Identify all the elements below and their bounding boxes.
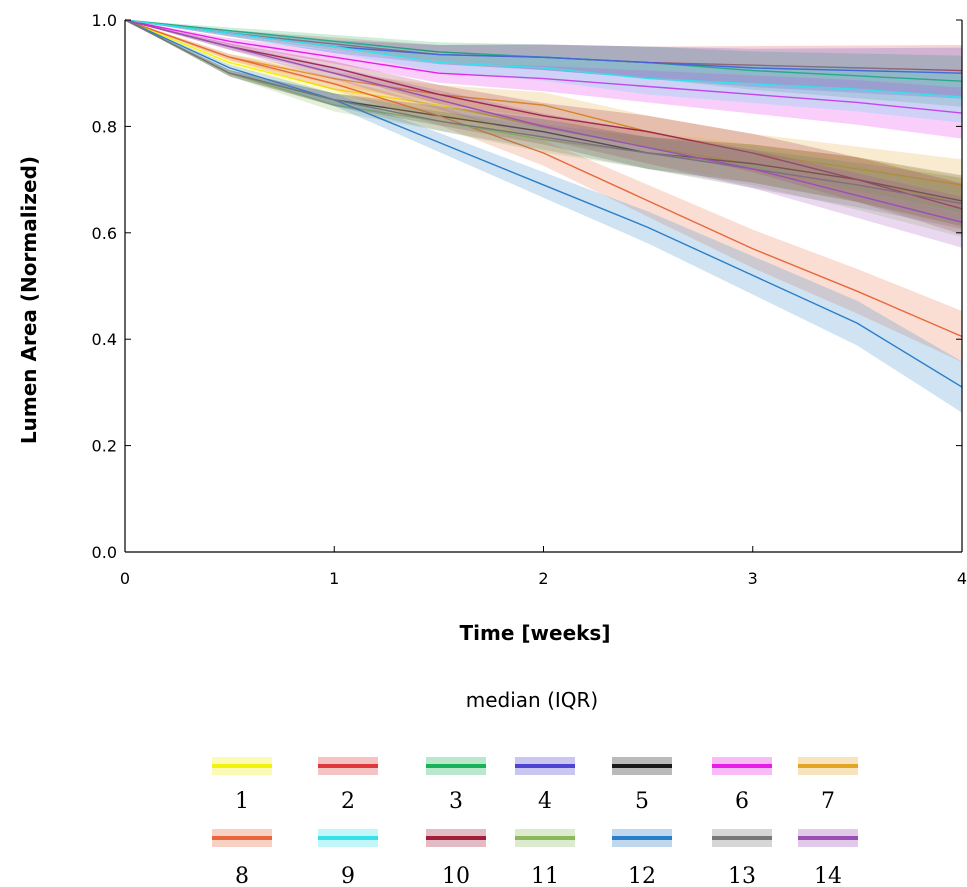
legend-item-6: 6 [712, 757, 772, 814]
legend-label: 12 [628, 864, 656, 887]
plot-area [124, 19, 963, 413]
y-tick-label: 0.2 [92, 437, 117, 456]
legend-item-9: 9 [318, 829, 378, 887]
y-axis-title: Lumen Area (Normalized) [17, 156, 41, 444]
series-1-iqr-band [125, 20, 962, 230]
y-tick-label: 0.0 [92, 543, 117, 562]
series-4-iqr-band [125, 20, 962, 99]
y-tick-label: 0.4 [92, 330, 117, 349]
legend-label: 1 [235, 789, 249, 814]
x-tick-label: 1 [329, 569, 339, 588]
legend-label: 11 [531, 864, 559, 887]
x-tick-label: 4 [957, 569, 967, 588]
series-6-line [124, 19, 963, 114]
series-13-line [124, 19, 963, 205]
legend-label: 14 [814, 864, 842, 887]
series-10-line [124, 19, 963, 210]
series-6-iqr-band [125, 20, 962, 139]
series-9-iqr-band [125, 20, 962, 123]
legend-item-13: 13 [712, 829, 772, 887]
legend-item-1: 1 [212, 757, 272, 814]
series-8-line [124, 19, 963, 338]
legend-label: 3 [449, 789, 463, 814]
legend-item-11: 11 [515, 829, 575, 887]
legend: 1 2 3 4 5 6 78 9 10 11 12 13 14 [212, 757, 858, 887]
x-tick-label: 2 [538, 569, 548, 588]
legend-item-14: 14 [798, 829, 858, 887]
legend-item-4: 4 [515, 757, 575, 814]
legend-item-12: 12 [612, 829, 672, 887]
series-11-iqr-band [125, 20, 962, 238]
legend-label: 13 [728, 864, 756, 887]
y-tick-label: 0.6 [92, 224, 117, 243]
legend-item-10: 10 [426, 829, 486, 887]
series-5-iqr-band [125, 20, 962, 227]
legend-label: 2 [341, 789, 355, 814]
legend-item-7: 7 [798, 757, 858, 814]
legend-label: 6 [735, 789, 749, 814]
series-7-line [124, 19, 963, 186]
legend-item-8: 8 [212, 829, 272, 887]
series-2-iqr-band [125, 20, 962, 97]
legend-label: 7 [821, 789, 835, 814]
legend-label: 8 [235, 864, 249, 887]
legend-label: 4 [538, 789, 552, 814]
x-tick-label: 0 [120, 569, 130, 588]
series-14-line [124, 19, 963, 223]
y-tick-label: 1.0 [92, 11, 117, 30]
legend-label: 9 [341, 864, 355, 887]
legend-item-2: 2 [318, 757, 378, 814]
y-tick-label: 0.8 [92, 117, 117, 136]
series-11-line [124, 19, 963, 213]
series-12-line [124, 19, 963, 388]
legend-item-3: 3 [426, 757, 486, 814]
legend-item-5: 5 [612, 757, 672, 814]
x-axis: 0 1 2 3 4 [120, 546, 967, 588]
legend-label: 10 [442, 864, 470, 887]
x-axis-title: Time [weeks] [460, 621, 611, 645]
series-9-line [124, 19, 963, 98]
x-tick-label: 3 [748, 569, 758, 588]
series-12-iqr-band [125, 20, 962, 413]
series-14-iqr-band [125, 20, 962, 248]
legend-label: 5 [635, 789, 649, 814]
legend-title: median (IQR) [466, 688, 598, 712]
y-axis: 0.0 0.2 0.4 0.6 0.8 1.0 [92, 11, 963, 562]
series-13-iqr-band [125, 20, 962, 230]
